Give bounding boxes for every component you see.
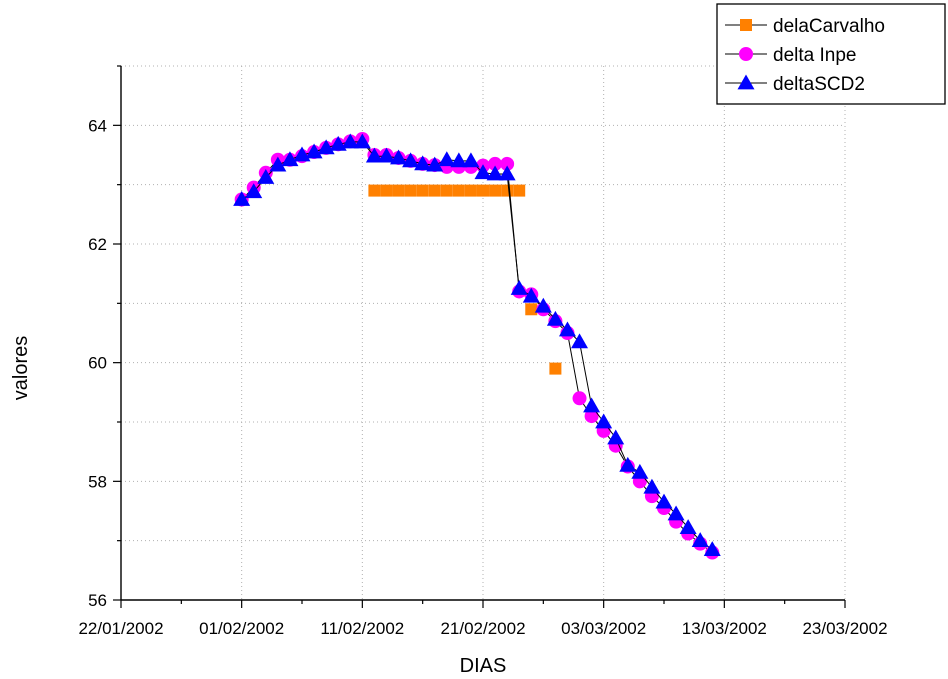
data-point [377,147,395,163]
data-point [631,463,649,479]
x-tick-label: 13/03/2002 [682,619,767,638]
legend-marker [740,19,752,31]
legend-marker [739,47,753,61]
data-point [643,478,661,494]
data-point [679,519,697,534]
data-point [595,413,613,429]
data-point [703,541,721,556]
data-point [440,184,453,197]
data-point [245,183,263,199]
y-tick-label: 60 [88,354,107,373]
data-point [655,493,673,509]
data-point [500,156,515,171]
data-point [464,184,477,197]
series-line [241,138,713,553]
data-point [486,165,504,181]
data-point [462,152,480,168]
x-axis-title: DIAS [460,655,507,677]
data-point [667,505,685,521]
data-point [353,133,371,149]
data-point [583,397,601,413]
data-point [428,184,441,197]
data-point [438,151,456,167]
data-point [549,362,562,375]
y-tick-label: 56 [88,591,107,610]
data-point [414,155,432,171]
data-point [392,184,405,197]
data-point [416,184,429,197]
legend: delaCarvalho delta Inpe deltaSCD2 [716,3,946,105]
y-tick-label: 64 [88,116,107,135]
data-point [510,280,528,295]
legend-label: delaCarvalho [773,16,885,37]
data-point [474,164,492,180]
data-point [426,156,444,172]
x-tick-label: 11/02/2002 [320,619,404,638]
x-tick-label: 03/03/2002 [561,619,646,638]
series-deltascd2 [233,133,721,556]
data-point [534,297,552,313]
data-point [404,184,417,197]
data-point [619,456,637,472]
data-point [452,184,465,197]
data-point [571,333,589,349]
x-tick-label: 01/02/2002 [199,619,284,638]
y-axis-title: valores [10,336,32,400]
x-tick-label: 22/01/2002 [78,619,163,638]
legend-marker [737,74,755,90]
data-point [558,321,576,337]
grid [121,65,846,600]
series-layer [233,131,721,560]
data-point [691,532,709,548]
data-point [477,184,489,197]
data-point [513,184,526,197]
data-point [522,287,540,303]
data-point [257,169,275,184]
data-point [489,184,502,197]
data-point [584,409,599,424]
data-point [450,152,468,168]
data-point [380,184,393,197]
data-point [525,303,538,316]
data-point [572,391,587,406]
series-delacarvalho [368,184,562,375]
axes [113,65,846,608]
x-tick-label: 23/03/2002 [802,619,887,638]
series-line [241,141,713,551]
data-point [501,184,514,197]
series-delta-inpe [234,131,720,560]
data-point [305,143,323,159]
data-point [498,165,516,181]
data-point [402,152,420,168]
data-point [269,156,287,172]
data-point [281,151,299,167]
y-tick-label: 58 [88,472,107,491]
data-point [390,149,408,165]
data-point [368,184,381,197]
legend-label: deltaSCD2 [773,74,865,95]
data-point [341,133,359,149]
data-point [546,310,564,326]
data-point [329,135,347,151]
data-point [365,147,383,163]
tick-labels: 22/01/2002 01/02/2002 11/02/2002 21/02/2002… [78,116,887,638]
y-tick-label: 62 [88,235,107,254]
legend-label: delta Inpe [773,45,856,66]
data-point [233,191,251,206]
x-tick-label: 21/02/2002 [440,619,525,638]
data-point [488,156,503,171]
data-point [607,429,625,445]
